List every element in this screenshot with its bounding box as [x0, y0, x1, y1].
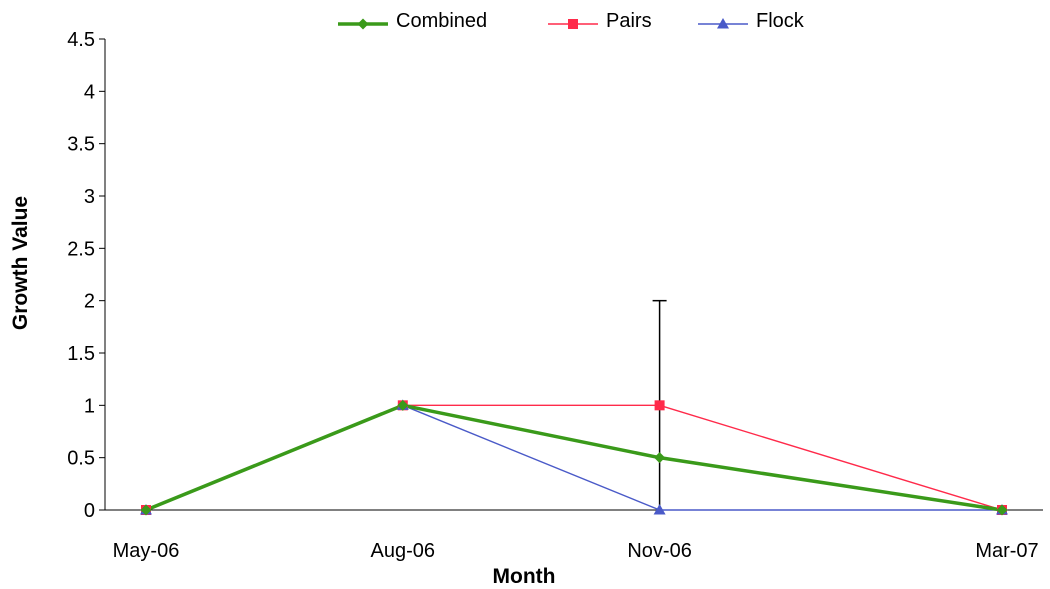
legend: Combined Pairs Flock	[338, 10, 805, 32]
y-tick-label: 4	[84, 81, 95, 103]
legend-label-flock: Flock	[756, 10, 805, 32]
series-markers	[140, 399, 1008, 516]
y-tick-label: 3	[84, 186, 95, 208]
y-tick-label: 1	[84, 395, 95, 417]
y-tick-label: 0	[84, 500, 95, 522]
legend-label-pairs: Pairs	[606, 10, 652, 32]
marker-pairs	[654, 400, 665, 411]
x-tick-labels: May-06 Aug-06 Nov-06 Mar-07	[113, 540, 1039, 562]
y-tick-label: 0.5	[67, 448, 95, 470]
marker-combined	[996, 504, 1008, 516]
y-tick-labels: 0 0.5 1 1.5 2 2.5 3 3.5 4 4.5	[67, 29, 95, 522]
y-tick-label: 2	[84, 291, 95, 313]
x-tick-label: Mar-07	[975, 540, 1038, 562]
legend-marker-combined	[357, 18, 369, 30]
y-tick-label: 2.5	[67, 238, 95, 260]
x-tick-label: May-06	[113, 540, 180, 562]
y-tick-label: 4.5	[67, 29, 95, 51]
x-tick-label: Aug-06	[371, 540, 436, 562]
marker-combined	[654, 452, 666, 464]
legend-marker-flock	[717, 18, 729, 29]
y-axis-title: Growth Value	[9, 196, 32, 330]
marker-combined	[397, 399, 409, 411]
series-line-combined	[145, 403, 1003, 512]
x-tick-label: Nov-06	[627, 540, 691, 562]
y-tick-label: 1.5	[67, 343, 95, 365]
marker-flock	[653, 504, 666, 515]
marker-combined	[140, 504, 152, 516]
x-axis-title: Month	[493, 565, 556, 588]
series-lines	[145, 403, 1003, 512]
legend-label-combined: Combined	[396, 10, 487, 32]
legend-marker-pairs	[568, 19, 578, 29]
y-tick-label: 3.5	[67, 134, 95, 156]
